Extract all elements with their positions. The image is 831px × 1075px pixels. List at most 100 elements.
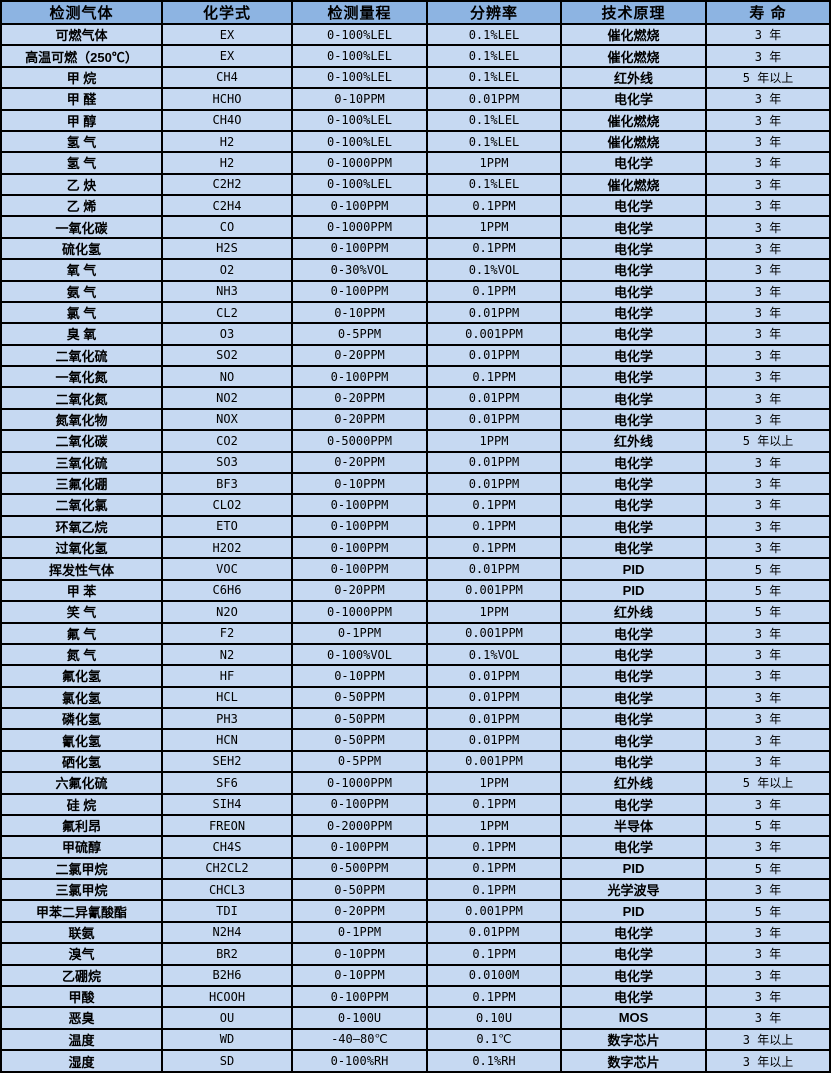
gas-cell: 高温可燃（250℃） [0, 44, 163, 68]
lifespan-cell: 3 年 [705, 664, 831, 688]
lifespan-cell: 3 年 [705, 151, 831, 175]
resolution-cell: 0.1%LEL [426, 44, 562, 68]
principle-cell: 电化学 [560, 749, 707, 774]
table-row: 笑 气 N2O 0-1000PPM 1PPM 红外线 5 年 [0, 600, 831, 624]
range-cell: 0-100%LEL [291, 22, 428, 47]
resolution-cell: 0.01PPM [426, 557, 562, 581]
principle-cell: 催化燃烧 [560, 172, 707, 197]
principle-cell: 电化学 [560, 471, 707, 496]
range-cell: 0-100U [291, 1006, 428, 1030]
table-row: 氧 气 O2 0-30%VOL 0.1%VOL 电化学 3 年 [0, 258, 831, 282]
formula-cell: C2H2 [161, 172, 293, 197]
principle-cell: 催化燃烧 [560, 108, 707, 132]
formula-cell: HF [161, 664, 293, 688]
formula-cell: EX [161, 44, 293, 68]
lifespan-cell: 3 年 [705, 215, 831, 239]
resolution-cell: 0.10U [426, 1006, 562, 1030]
table-row: 氟化氢 HF 0-10PPM 0.01PPM 电化学 3 年 [0, 664, 831, 688]
range-cell: 0-100PPM [291, 557, 428, 581]
principle-cell: 电化学 [560, 642, 707, 667]
table-row: 臭 氧 O3 0-5PPM 0.001PPM 电化学 3 年 [0, 322, 831, 346]
resolution-cell: 0.1%VOL [426, 642, 562, 667]
gas-cell: 氯化氢 [0, 685, 163, 710]
table-row: 甲苯二异氰酸酯 TDI 0-20PPM 0.001PPM PID 5 年 [0, 899, 831, 923]
principle-cell: 电化学 [560, 621, 707, 645]
table-row: 二氧化氯 CLO2 0-100PPM 0.1PPM 电化学 3 年 [0, 493, 831, 517]
range-cell: 0-100PPM [291, 792, 428, 816]
formula-cell: CH4S [161, 835, 293, 859]
gas-cell: 乙 炔 [0, 172, 163, 197]
resolution-cell: 0.1PPM [426, 856, 562, 881]
lifespan-cell: 5 年 [705, 600, 831, 624]
lifespan-cell: 3 年 [705, 471, 831, 496]
formula-cell: NO2 [161, 386, 293, 410]
lifespan-cell: 3 年以上 [705, 1027, 831, 1052]
lifespan-cell: 3 年 [705, 172, 831, 197]
resolution-cell: 0.1%LEL [426, 65, 562, 90]
gas-cell: 氟 气 [0, 621, 163, 645]
gas-cell: 甲 醛 [0, 87, 163, 111]
formula-cell: SO2 [161, 343, 293, 368]
principle-cell: 电化学 [560, 706, 707, 731]
range-cell: 0-100%RH [291, 1049, 428, 1073]
formula-cell: BR2 [161, 942, 293, 966]
principle-cell: 电化学 [560, 193, 707, 218]
resolution-cell: 0.01PPM [426, 87, 562, 111]
table-row: 磷化氢 PH3 0-50PPM 0.01PPM 电化学 3 年 [0, 706, 831, 731]
gas-cell: 氯 气 [0, 300, 163, 325]
table-row: 湿度 SD 0-100%RH 0.1%RH 数字芯片 3 年以上 [0, 1049, 831, 1073]
table-row: 甲 苯 C6H6 0-20PPM 0.001PPM PID 5 年 [0, 578, 831, 603]
resolution-cell: 0.01PPM [426, 407, 562, 432]
principle-cell: PID [560, 899, 707, 923]
table-row: 甲 醇 CH4O 0-100%LEL 0.1%LEL 催化燃烧 3 年 [0, 108, 831, 132]
range-cell: 0-100%LEL [291, 129, 428, 154]
gas-cell: 溴气 [0, 942, 163, 966]
gas-cell: 氢 气 [0, 151, 163, 175]
resolution-cell: 0.1%LEL [426, 172, 562, 197]
lifespan-cell: 3 年 [705, 984, 831, 1009]
gas-cell: 二氧化硫 [0, 343, 163, 368]
formula-cell: FREON [161, 813, 293, 838]
gas-cell: 三氧化硫 [0, 450, 163, 474]
principle-cell: 催化燃烧 [560, 129, 707, 154]
range-cell: 0-20PPM [291, 578, 428, 603]
lifespan-cell: 3 年 [705, 963, 831, 987]
range-cell: 0-100PPM [291, 835, 428, 859]
principle-cell: 红外线 [560, 600, 707, 624]
lifespan-cell: 3 年 [705, 792, 831, 816]
range-cell: 0-100%LEL [291, 172, 428, 197]
range-cell: 0-20PPM [291, 450, 428, 474]
table-row: 可燃气体 EX 0-100%LEL 0.1%LEL 催化燃烧 3 年 [0, 22, 831, 47]
range-cell: 0-50PPM [291, 706, 428, 731]
range-cell: 0-100%LEL [291, 108, 428, 132]
lifespan-cell: 5 年 [705, 813, 831, 838]
lifespan-cell: 3 年 [705, 407, 831, 432]
formula-cell: CHCL3 [161, 877, 293, 902]
formula-cell: F2 [161, 621, 293, 645]
gas-cell: 乙 烯 [0, 193, 163, 218]
resolution-cell: 0.1%LEL [426, 108, 562, 132]
table-row: 二氧化氮 NO2 0-20PPM 0.01PPM 电化学 3 年 [0, 386, 831, 410]
col-header-range: 检测量程 [291, 0, 428, 25]
table-row: 氯化氢 HCL 0-50PPM 0.01PPM 电化学 3 年 [0, 685, 831, 710]
col-header-resolution: 分辨率 [426, 0, 562, 25]
table-row: 氰化氢 HCN 0-50PPM 0.01PPM 电化学 3 年 [0, 728, 831, 752]
table-row: 挥发性气体 VOC 0-100PPM 0.01PPM PID 5 年 [0, 557, 831, 581]
formula-cell: WD [161, 1027, 293, 1052]
formula-cell: NOX [161, 407, 293, 432]
table-row: 甲硫醇 CH4S 0-100PPM 0.1PPM 电化学 3 年 [0, 835, 831, 859]
gas-cell: 硒化氢 [0, 749, 163, 774]
gas-cell: 甲酸 [0, 984, 163, 1009]
table-row: 氟 气 F2 0-1PPM 0.001PPM 电化学 3 年 [0, 621, 831, 645]
lifespan-cell: 3 年 [705, 835, 831, 859]
resolution-cell: 0.01PPM [426, 706, 562, 731]
principle-cell: 电化学 [560, 535, 707, 560]
col-header-gas: 检测气体 [0, 0, 163, 25]
formula-cell: NO [161, 364, 293, 389]
gas-cell: 甲硫醇 [0, 835, 163, 859]
formula-cell: SEH2 [161, 749, 293, 774]
formula-cell: HCHO [161, 87, 293, 111]
gas-cell: 磷化氢 [0, 706, 163, 731]
principle-cell: 红外线 [560, 771, 707, 795]
formula-cell: CLO2 [161, 493, 293, 517]
